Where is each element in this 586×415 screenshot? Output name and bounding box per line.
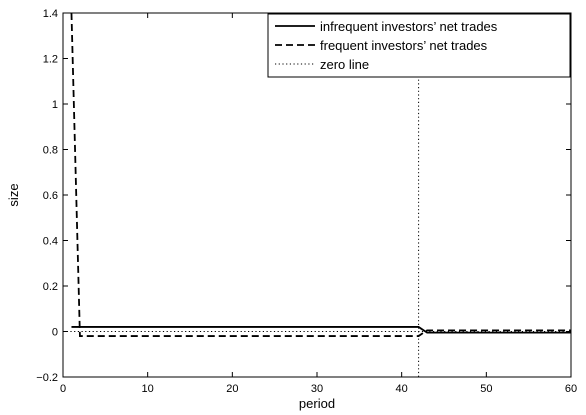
series-layer — [63, 13, 571, 377]
x-tick-label: 0 — [60, 383, 66, 395]
y-tick-label: 0 — [52, 327, 58, 339]
legend-box — [267, 13, 571, 78]
y-tick-label: 0.4 — [43, 236, 58, 248]
legend-entry-label: infrequent investors’ net trades — [320, 19, 498, 34]
x-tick-label: 60 — [565, 383, 577, 395]
y-tick-label: 1.2 — [43, 54, 58, 66]
y-tick-label: 0.6 — [43, 190, 58, 202]
x-tick-label: 20 — [226, 383, 238, 395]
y-tick-label: −0.2 — [36, 372, 58, 384]
legend: infrequent investors’ net trades frequent… — [267, 13, 571, 78]
x-tick-label: 40 — [396, 383, 408, 395]
y-tick-label: 1 — [52, 99, 58, 111]
y-tick-label: 1.4 — [43, 8, 58, 20]
x-tick-label: 10 — [142, 383, 154, 395]
series-line-frequent-investors-net-trades — [70, 13, 571, 337]
x-tick-label: 30 — [311, 383, 323, 395]
y-tick-label: 0.8 — [43, 145, 58, 157]
legend-entry-label: zero line — [320, 57, 369, 72]
y-tick-label: 0.2 — [43, 281, 58, 293]
x-tick-label: 50 — [480, 383, 492, 395]
x-axis-label: period — [299, 396, 335, 411]
axis-ticks: 0 10 20 30 40 50 60−0.200.20.40.60.811.21.4 — [36, 8, 577, 395]
legend-entry-label: frequent investors’ net trades — [320, 38, 488, 53]
y-axis-label: size — [6, 183, 21, 206]
series-line-infrequent-investors-net-trades — [71, 326, 571, 334]
